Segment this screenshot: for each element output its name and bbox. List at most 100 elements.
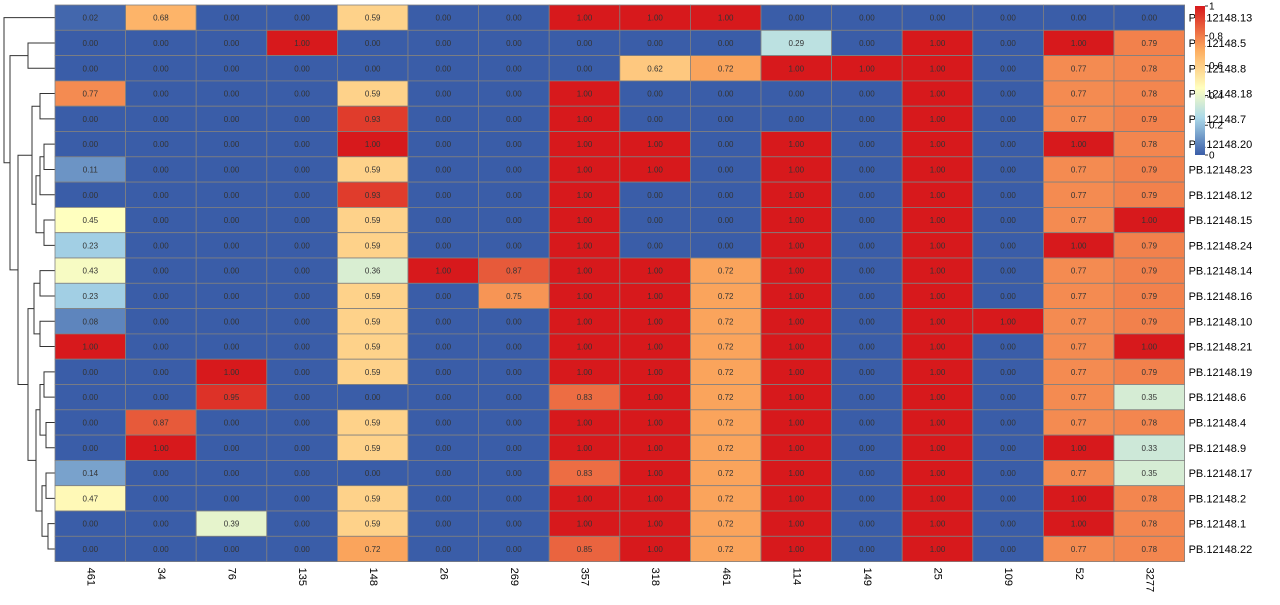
heatmap-cell xyxy=(831,308,903,335)
legend-tick-label: 0.8 xyxy=(1209,31,1223,42)
heatmap-cell xyxy=(195,4,268,31)
cell-value-label: 1.00 xyxy=(718,14,734,23)
heatmap-cell xyxy=(336,434,409,461)
cell-value-label: 1.00 xyxy=(1071,444,1087,453)
cell-value-label: 0.00 xyxy=(506,241,522,250)
heatmap-cell xyxy=(972,206,1044,234)
row-label: PB.12148.16 xyxy=(1189,291,1253,303)
heatmap-cell xyxy=(336,308,409,335)
heatmap-cell xyxy=(1043,282,1115,309)
cell-value-label: 0.00 xyxy=(506,494,522,503)
cell-value-label: 0.00 xyxy=(83,393,99,402)
cell-value-label: 0.00 xyxy=(436,39,452,48)
cell-value-label: 1.00 xyxy=(577,444,593,453)
heatmap-cell xyxy=(336,80,409,107)
heatmap-cell xyxy=(266,105,338,132)
heatmap-cell xyxy=(548,282,621,309)
cell-value-label: 0.72 xyxy=(718,520,734,529)
heatmap-cell xyxy=(760,131,832,158)
cell-value-label: 1.00 xyxy=(577,494,593,503)
cell-value-label: 0.93 xyxy=(365,191,381,200)
cell-value-label: 1.00 xyxy=(930,317,946,326)
cell-value-label: 0.00 xyxy=(718,90,734,99)
cell-value-label: 1.00 xyxy=(789,292,805,301)
column-label: 26 xyxy=(437,568,449,580)
dendrogram-branch xyxy=(39,384,46,436)
heatmap-cell xyxy=(478,232,550,259)
cell-value-label: 0.00 xyxy=(153,191,169,200)
heatmap-cell xyxy=(1043,4,1115,31)
heatmap-cell xyxy=(548,80,621,107)
heatmap-cell xyxy=(195,80,268,107)
cell-value-label: 0.00 xyxy=(153,115,169,124)
cell-value-label: 0.00 xyxy=(294,64,310,73)
heatmap-cell xyxy=(972,333,1044,360)
cell-value-label: 0.00 xyxy=(859,241,875,250)
heatmap-cell xyxy=(125,282,197,309)
heatmap-cell xyxy=(54,308,126,335)
cell-value-label: 0.00 xyxy=(436,520,452,529)
cell-value-label: 1.00 xyxy=(577,115,593,124)
cell-value-label: 0.77 xyxy=(1071,64,1087,73)
cell-value-label: 0.00 xyxy=(1000,545,1016,554)
heatmap-cell xyxy=(1113,308,1185,335)
cell-value-label: 1.00 xyxy=(1142,216,1158,225)
cell-value-label: 0.59 xyxy=(365,165,381,174)
cell-value-label: 0.47 xyxy=(83,494,99,503)
cell-value-label: 1.00 xyxy=(930,368,946,377)
dendrogram-branch xyxy=(35,409,42,512)
heatmap-cell xyxy=(478,131,550,158)
cell-value-label: 1.00 xyxy=(294,39,310,48)
row-label: PB.12148.2 xyxy=(1189,493,1247,505)
cell-value-label: 1.00 xyxy=(930,191,946,200)
cell-value-label: 0.77 xyxy=(1071,343,1087,352)
cell-value-label: 1.00 xyxy=(789,418,805,427)
cell-value-label: 0.72 xyxy=(718,292,734,301)
cell-value-label: 0.00 xyxy=(859,469,875,478)
cell-value-label: 0.00 xyxy=(718,115,734,124)
cell-value-label: 0.00 xyxy=(224,418,240,427)
cell-value-label: 0.72 xyxy=(718,444,734,453)
heatmap-cell xyxy=(407,181,479,208)
heatmap-cell xyxy=(1113,384,1185,411)
cell-value-label: 0.36 xyxy=(365,267,381,276)
cell-value-label: 0.59 xyxy=(365,520,381,529)
cell-value-label: 0.14 xyxy=(83,469,99,478)
cell-value-label: 0.00 xyxy=(1142,14,1158,23)
column-label: 149 xyxy=(861,568,873,586)
cell-value-label: 0.11 xyxy=(83,165,99,174)
heatmap-cell xyxy=(901,181,974,208)
heatmap-cell xyxy=(760,282,832,309)
heatmap-cell xyxy=(478,535,550,562)
cell-value-label: 0.59 xyxy=(365,368,381,377)
cell-value-label: 0.33 xyxy=(1142,444,1158,453)
column-label: 461 xyxy=(84,568,96,586)
heatmap-cell xyxy=(1113,80,1185,107)
heatmap-cell xyxy=(407,156,479,183)
cell-value-label: 0.59 xyxy=(365,292,381,301)
heatmap-cell xyxy=(407,232,479,259)
heatmap-cell xyxy=(54,156,126,183)
heatmap-cell xyxy=(336,535,409,562)
cell-value-label: 0.00 xyxy=(1000,14,1016,23)
cell-value-label: 1.00 xyxy=(930,520,946,529)
heatmap-cell xyxy=(266,29,338,56)
cell-value-label: 1.00 xyxy=(1071,241,1087,250)
cell-value-label: 1.00 xyxy=(577,216,593,225)
heatmap-cell xyxy=(901,206,974,234)
row-labels: PB.12148.13PB.12148.5PB.12148.8PB.12148.… xyxy=(1189,13,1253,556)
heatmap-cell xyxy=(336,206,409,234)
cell-value-label: 0.72 xyxy=(718,267,734,276)
cell-value-label: 0.77 xyxy=(1071,191,1087,200)
heatmap-cell xyxy=(266,282,338,309)
heatmap-cell xyxy=(195,459,268,487)
cell-value-label: 0.00 xyxy=(1000,393,1016,402)
heatmap-cell xyxy=(901,434,974,461)
cell-value-label: 1.00 xyxy=(647,140,663,149)
heatmap-cell xyxy=(548,485,621,512)
heatmap-cell xyxy=(1043,131,1115,158)
cell-value-label: 0.00 xyxy=(294,292,310,301)
cell-value-label: 0.00 xyxy=(859,191,875,200)
cell-value-label: 1.00 xyxy=(647,267,663,276)
heatmap-cell xyxy=(125,510,197,537)
